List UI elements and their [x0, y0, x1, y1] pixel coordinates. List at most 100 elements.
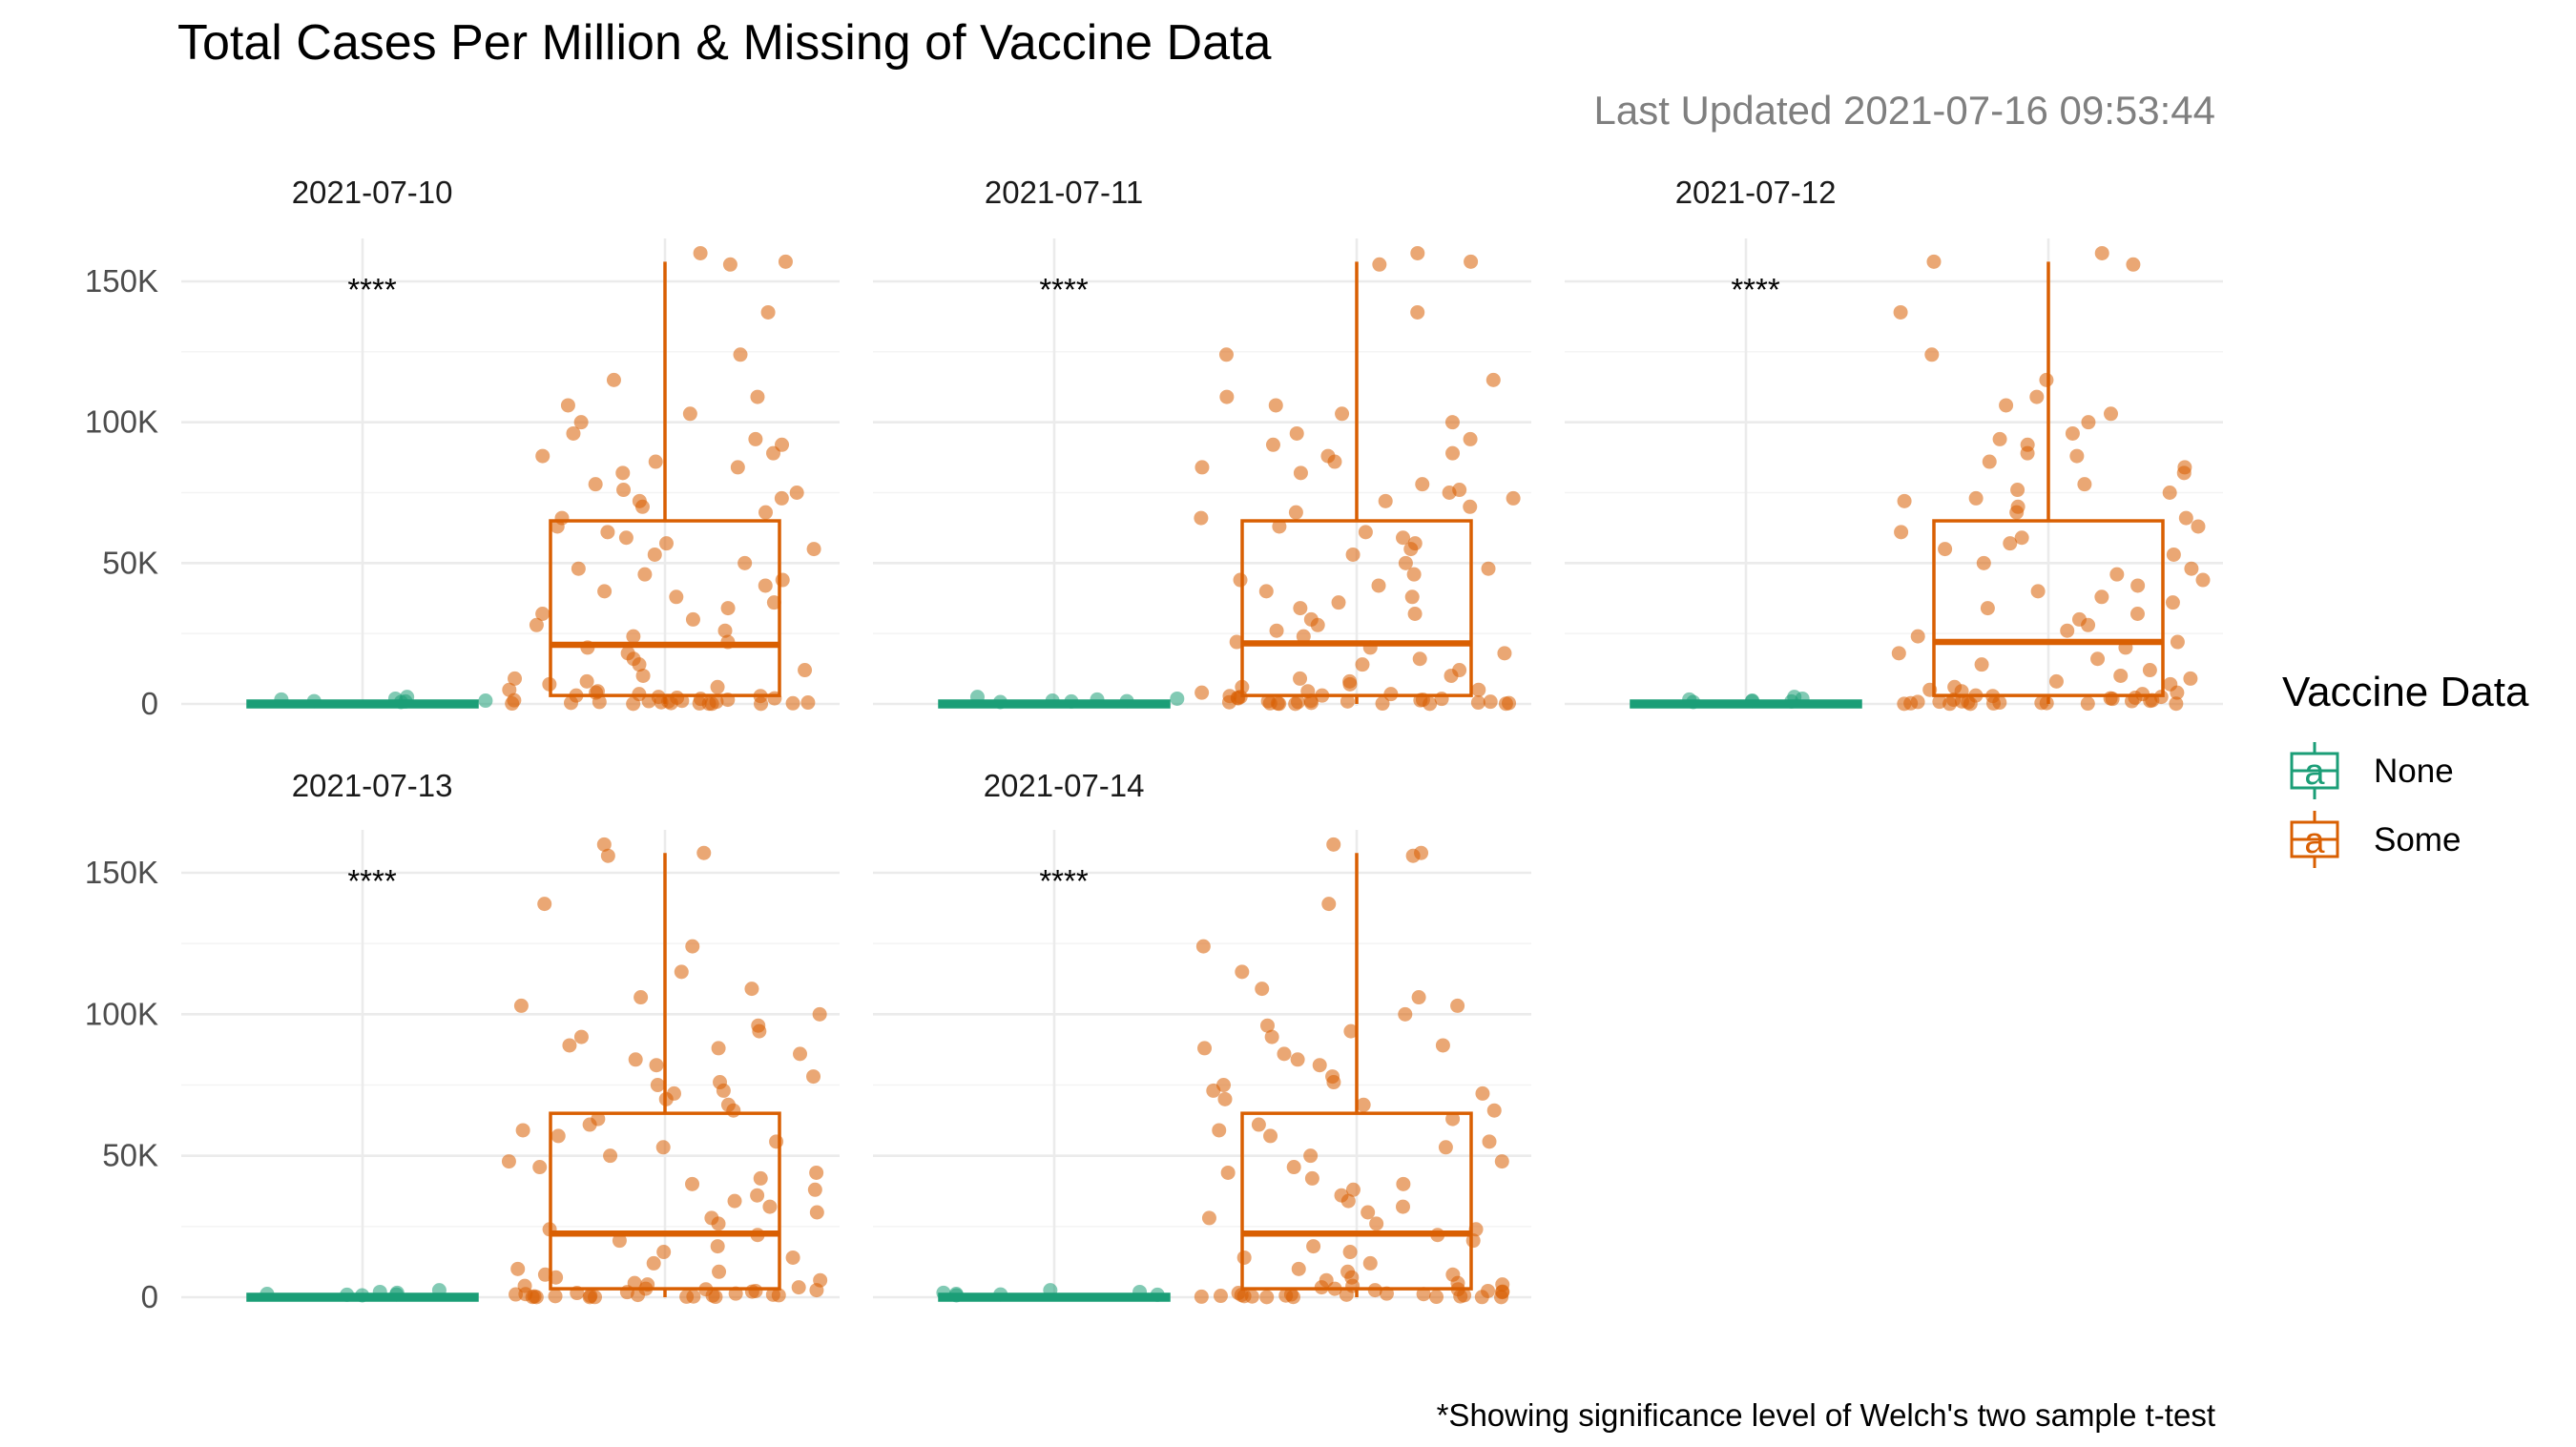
data-point-some [750, 389, 765, 404]
data-point-some [535, 606, 551, 621]
data-point-some [2069, 448, 2085, 464]
data-point-some [2184, 561, 2199, 576]
data-point-some [1416, 1287, 1431, 1302]
data-point-some [1259, 1290, 1275, 1305]
data-point-some [722, 257, 737, 272]
data-point-some [2170, 685, 2185, 700]
data-point-none [1170, 691, 1185, 706]
y-tick-label: 50K [102, 1138, 158, 1173]
data-point-some [711, 1216, 726, 1231]
data-point-some [712, 1264, 727, 1279]
data-point-some [812, 1006, 827, 1022]
data-point-some [1475, 1085, 1490, 1101]
data-point-some [710, 679, 725, 694]
data-point-some [628, 1052, 643, 1067]
data-point-some [1985, 695, 2001, 711]
data-point-some [2030, 584, 2046, 599]
data-point-some [1963, 696, 1978, 712]
data-point-some [637, 567, 653, 582]
data-point-some [1312, 1058, 1327, 1073]
data-point-some [1891, 646, 1906, 661]
data-point-some [2060, 623, 2075, 638]
data-point-some [1220, 1165, 1236, 1180]
data-point-some [597, 584, 613, 599]
data-point-some [1463, 499, 1478, 514]
data-point-some [548, 1289, 563, 1304]
data-point-some [1286, 1290, 1301, 1305]
data-point-some [1229, 634, 1244, 650]
data-point-some [1378, 493, 1393, 508]
data-point-some [1293, 671, 1308, 686]
data-point-some [1486, 1103, 1502, 1118]
box-some [549, 1111, 781, 1291]
significance-label: **** [1731, 272, 1780, 307]
data-point-some [592, 694, 607, 710]
data-point-some [1404, 589, 1420, 605]
data-point-some [1506, 490, 1521, 506]
data-point-some [1194, 510, 1209, 526]
y-tick-label: 100K [85, 404, 158, 440]
data-point-some [1429, 1290, 1444, 1305]
data-point-some [1345, 1182, 1361, 1197]
data-point-some [1340, 693, 1355, 709]
data-point-some [1423, 696, 1438, 712]
data-point-some [1415, 477, 1430, 492]
data-point-some [2165, 595, 2180, 610]
data-point-some [2020, 445, 2035, 461]
data-point-some [564, 695, 579, 711]
data-point-some [769, 1134, 784, 1149]
data-point-some [754, 696, 769, 712]
data-point-some [1942, 696, 1958, 712]
data-point-some [647, 547, 662, 562]
y-tick-label: 0 [141, 686, 158, 721]
data-point-some [566, 425, 581, 441]
data-point-some [1498, 696, 1513, 712]
data-point-some [2065, 425, 2080, 441]
data-point-some [1268, 398, 1283, 413]
data-point-some [1259, 1018, 1275, 1033]
legend-key-glyph: a [2304, 821, 2325, 861]
data-point-some [760, 304, 776, 320]
data-point-some [1372, 257, 1387, 272]
data-point-some [1411, 990, 1426, 1005]
data-point-some [1195, 939, 1211, 954]
data-point-some [571, 561, 586, 576]
legend-title: Vaccine Data [2282, 669, 2529, 715]
facet-panels: 2021-07-10 **** 0 50K 100K 150K 2021-07-11 ****… [85, 175, 2223, 1314]
legend-key-glyph: a [2304, 753, 2325, 793]
data-point-some [1213, 1289, 1228, 1304]
data-point-some [675, 693, 690, 709]
data-point-some [778, 254, 793, 269]
data-point-some [679, 1289, 695, 1304]
data-point-some [1444, 668, 1459, 683]
data-point-some [2162, 486, 2177, 500]
data-point-some [2081, 617, 2096, 632]
data-point-some [1339, 1287, 1354, 1302]
data-point-some [649, 1058, 664, 1073]
data-point-some [562, 1038, 577, 1053]
data-point-some [720, 601, 736, 616]
data-point-none [478, 693, 493, 709]
data-point-some [1410, 304, 1425, 320]
data-point-some [1395, 1199, 1410, 1214]
data-point-some [1345, 547, 1361, 562]
significance-label: **** [1039, 272, 1089, 307]
data-point-some [1938, 542, 1953, 557]
data-point-some [726, 1103, 741, 1118]
data-point-some [774, 490, 789, 506]
data-point-some [1412, 651, 1427, 667]
facet-strip-label: 2021-07-12 [1675, 175, 1837, 210]
data-point-some [2191, 519, 2206, 534]
data-point-some [603, 1148, 618, 1164]
data-point-some [1206, 1083, 1221, 1098]
data-point-some [1482, 1134, 1497, 1149]
data-point-some [588, 477, 603, 492]
data-point-some [655, 1140, 671, 1155]
data-point-some [1403, 542, 1419, 557]
data-point-some [1396, 530, 1411, 546]
data-point-some [1255, 982, 1270, 997]
data-point-some [1442, 486, 1457, 500]
y-tick-label: 50K [102, 545, 158, 580]
legend: Vaccine Data a None a Some [2282, 669, 2529, 868]
data-point-some [717, 623, 733, 638]
